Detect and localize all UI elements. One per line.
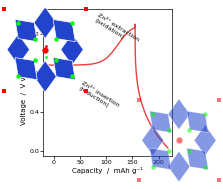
Polygon shape	[194, 125, 216, 156]
Polygon shape	[34, 7, 56, 38]
Polygon shape	[53, 58, 75, 80]
Polygon shape	[15, 58, 37, 80]
Polygon shape	[142, 125, 164, 156]
Polygon shape	[150, 148, 171, 170]
Polygon shape	[187, 111, 208, 133]
Polygon shape	[168, 99, 190, 129]
Polygon shape	[15, 19, 37, 42]
X-axis label: Capacity  /  mAh g⁻¹: Capacity / mAh g⁻¹	[72, 167, 143, 174]
Text: Zn²⁺ extraction
(oxidation): Zn²⁺ extraction (oxidation)	[93, 13, 140, 48]
Polygon shape	[34, 61, 56, 92]
Y-axis label: Voltage  /  V vs. Zn²⁺/Zn: Voltage / V vs. Zn²⁺/Zn	[20, 40, 27, 125]
Text: Zn²⁺ insertion
(reduction): Zn²⁺ insertion (reduction)	[78, 81, 120, 113]
Polygon shape	[7, 34, 30, 65]
Polygon shape	[187, 148, 208, 170]
Polygon shape	[61, 34, 83, 65]
Polygon shape	[150, 111, 171, 133]
Polygon shape	[53, 19, 75, 42]
Polygon shape	[168, 151, 190, 182]
